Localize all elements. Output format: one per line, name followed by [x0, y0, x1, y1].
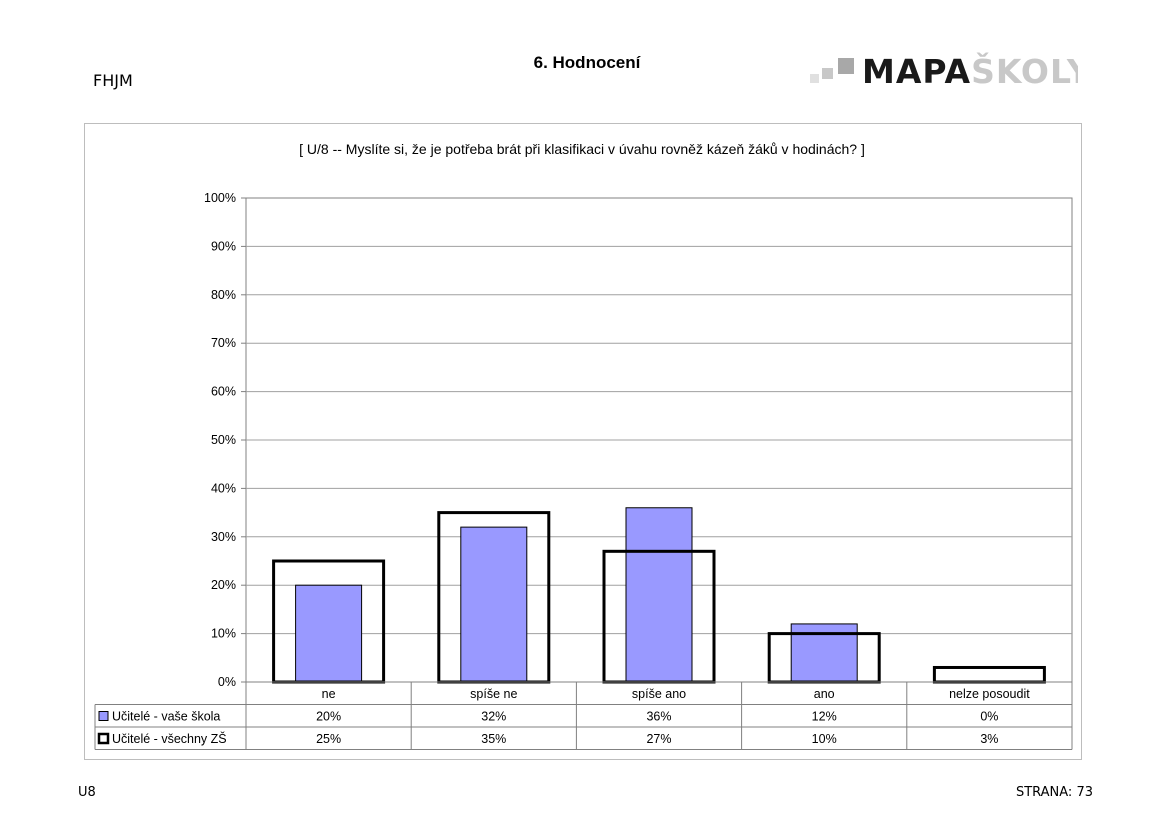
y-tick-label: 10% [211, 627, 236, 641]
bar-layer [272, 507, 1046, 684]
legend-key [98, 711, 109, 721]
section-title: 6. Hodnocení [0, 53, 1169, 73]
data-label: 12% [812, 710, 837, 724]
chart-frame [84, 123, 1082, 760]
legend-label: Učitelé - všechny ZŠ [112, 731, 227, 746]
y-tick-label: 80% [211, 288, 236, 302]
logo-square-3 [838, 58, 854, 74]
y-tick-label: 30% [211, 530, 236, 544]
data-label: 32% [481, 710, 506, 724]
data-label: 10% [812, 732, 837, 746]
axis-layer: 0% 10% 20% 30% 40% 50% 60% 70% 80% 90% 100% [204, 191, 246, 689]
category-label: spíše ne [470, 687, 517, 701]
section-title-text: 6. Hodnocení [533, 53, 641, 72]
y-tick-label: 100% [204, 191, 236, 205]
bar-vase-skola [460, 526, 528, 683]
category-label: nelze posoudit [949, 687, 1030, 701]
y-tick-label: 0% [218, 675, 236, 689]
school-code: FHJM [93, 71, 133, 90]
category-label: spíše ano [632, 687, 686, 701]
y-tick-label: 90% [211, 239, 236, 253]
bar-chart: 0% 10% 20% 30% 40% 50% 60% 70% 80% 90% 100% ne spíš… [94, 141, 1073, 750]
legend-label: Učitelé - vaše škola [112, 710, 220, 724]
data-label: 36% [646, 710, 671, 724]
data-label: 0% [980, 710, 998, 724]
data-label: 20% [316, 710, 341, 724]
logo-part-skoly: ŠKOLY [971, 52, 1078, 88]
mapa-skoly-logo: MAPAŠKOLY [810, 52, 1078, 88]
bar-vase-skola [295, 584, 363, 683]
category-label: ano [814, 687, 835, 701]
data-label: 25% [316, 732, 341, 746]
y-tick-label: 20% [211, 578, 236, 592]
bar-vase-skola [625, 507, 693, 683]
data-label: 27% [646, 732, 671, 746]
chart-title: [ U/8 -- Myslíte si, že je potřeba brát … [299, 141, 865, 157]
legend-key [97, 732, 110, 745]
y-tick-label: 50% [211, 433, 236, 447]
footer-page-code: U8 [78, 785, 96, 800]
y-tick-label: 40% [211, 481, 236, 495]
footer-page-number: STRANA: 73 [1015, 785, 1093, 800]
logo-text: MAPAŠKOLY [862, 52, 1078, 88]
logo-part-mapa: MAPA [862, 52, 971, 88]
y-tick-label: 70% [211, 336, 236, 350]
logo-square-1 [810, 74, 819, 83]
y-tick-label: 60% [211, 385, 236, 399]
bar-vsechny-zs [932, 665, 1046, 684]
category-label: ne [322, 687, 336, 701]
logo-square-2 [822, 68, 833, 79]
data-label: 35% [481, 732, 506, 746]
data-label: 3% [980, 732, 998, 746]
data-table: ne spíše ne spíše ano ano nelze posoudit Učit… [94, 681, 1073, 750]
